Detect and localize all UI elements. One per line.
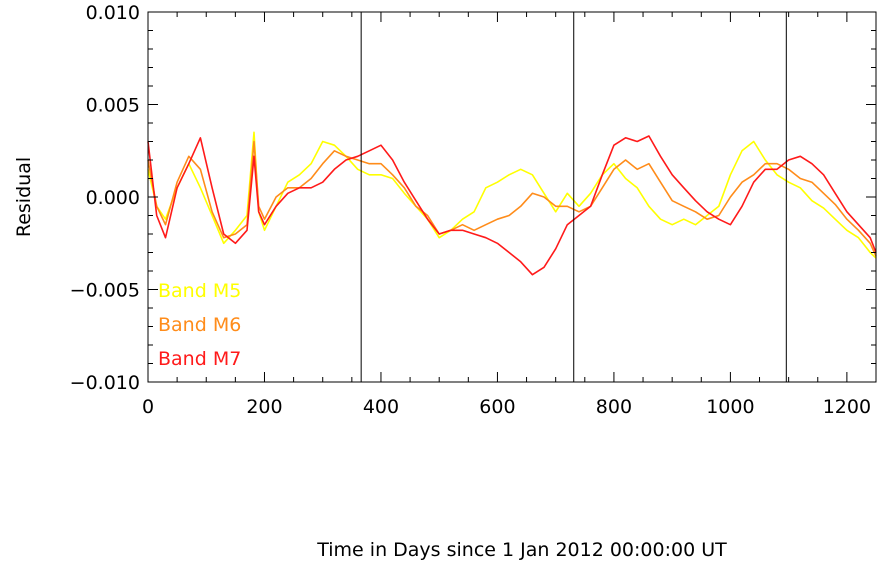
series-line-band-m7 bbox=[147, 135, 877, 276]
y-tick-label: 0.010 bbox=[86, 2, 140, 24]
y-tick-label: 0.000 bbox=[86, 187, 140, 209]
x-tick-label: 600 bbox=[479, 396, 515, 418]
x-tick-label: 400 bbox=[363, 396, 399, 418]
x-tick-label: 800 bbox=[596, 396, 632, 418]
legend-item-band-m7: Band M7 bbox=[158, 348, 241, 370]
plot-layer bbox=[147, 131, 877, 276]
axes-layer: 0 200 400 600 800 1000 1200 −0.010 −0.005 0.000 0.… bbox=[70, 2, 877, 418]
x-tick-label: 0 bbox=[142, 396, 154, 418]
legend-item-band-m5: Band M5 bbox=[158, 280, 241, 302]
legend: Band M5 Band M6 Band M7 bbox=[158, 280, 241, 370]
y-tick-label: 0.005 bbox=[86, 95, 140, 117]
legend-item-band-m6: Band M6 bbox=[158, 314, 241, 336]
y-tick-label: −0.005 bbox=[70, 280, 140, 302]
x-tick-label: 200 bbox=[246, 396, 282, 418]
y-tick-label: −0.010 bbox=[70, 372, 140, 394]
x-axis-title: Time in Days since 1 Jan 2012 00:00:00 U… bbox=[316, 539, 727, 561]
x-tick-label: 1000 bbox=[706, 396, 754, 418]
y-axis-title: Residual bbox=[13, 157, 35, 237]
x-tick-label: 1200 bbox=[823, 396, 871, 418]
